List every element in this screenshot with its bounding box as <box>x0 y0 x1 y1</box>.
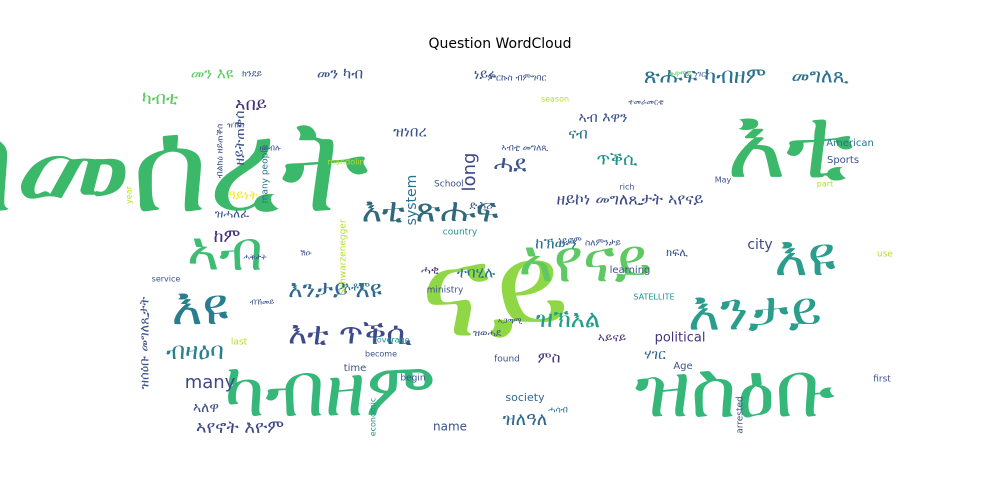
word-91: ዝዀነ <box>227 121 245 130</box>
word-54: coverage <box>372 336 409 345</box>
word-85: ብልክዕ ዘይጠቕሰ <box>216 124 226 179</box>
word-83: ኣበይ <box>235 94 267 115</box>
word-52: begin <box>400 374 425 384</box>
word-86: ዝሰዕቡ መግለጺታት <box>138 297 153 390</box>
word-67: ናብ <box>568 125 588 143</box>
word-77: ኣጋጣሚ <box>498 317 523 326</box>
word-37: society <box>505 391 545 404</box>
word-42: learning <box>610 265 651 276</box>
word-23: ከም <box>214 226 241 247</box>
word-76: ኣለዋ <box>193 400 219 416</box>
word-11: እቲ ጥቕሲ <box>288 314 412 352</box>
word-70: እቶም <box>344 280 370 294</box>
word-64: year <box>125 185 134 204</box>
word-75: ሓሳብ <box>548 406 568 416</box>
word-4: ዝስዕቡ <box>635 345 836 435</box>
word-81: ነይሮም <box>558 237 582 247</box>
word-13: ብዛዕባ <box>166 337 224 365</box>
word-28: መን ካብ <box>317 65 363 83</box>
word-57: use <box>877 250 893 260</box>
word-40: Sports <box>827 155 859 166</box>
word-59: service <box>152 275 181 284</box>
word-34: long <box>459 153 480 192</box>
word-78: ነገር <box>694 70 706 79</box>
word-45: country <box>443 228 478 238</box>
word-24: ጥቕሲ <box>596 149 638 170</box>
word-53: become <box>365 350 397 359</box>
word-72: ዝወሓደ <box>473 328 502 339</box>
word-89: ክንደይ <box>242 70 262 80</box>
word-5: ኣየናይ <box>518 227 651 297</box>
word-68: ከኽውን <box>535 235 577 253</box>
word-26: ሃገር <box>644 347 666 363</box>
word-20: ዝለዓለ <box>503 409 548 430</box>
word-73: ኣብቲ መግለጺ <box>501 144 549 154</box>
word-15: ሓደ <box>494 150 527 178</box>
word-41: American <box>826 138 874 149</box>
word-25: ምስ <box>538 349 561 367</box>
word-63: May <box>715 176 732 185</box>
word-8: ኣብ <box>187 219 263 283</box>
word-65: ዝሓለፈ <box>215 207 249 221</box>
word-21: many <box>185 372 236 393</box>
word-43: School <box>434 180 464 190</box>
word-35: political <box>655 331 706 346</box>
word-33: system <box>404 175 420 226</box>
word-32: city <box>747 237 772 253</box>
word-48: many people <box>261 144 271 203</box>
word-62: rich <box>620 183 635 192</box>
word-19: ኣየኖት እዮም <box>196 417 284 438</box>
word-80: ስለምንታይ <box>585 239 621 249</box>
word-44: ministry <box>427 286 464 296</box>
word-2: ናይ <box>421 215 570 367</box>
word-51: mandolin <box>327 158 364 167</box>
word-22: ካብቲ <box>142 88 178 109</box>
word-74: ኣይናይ <box>598 331 626 345</box>
word-82: ድሕሪ <box>469 199 492 212</box>
word-90: ዘይብሉ <box>259 144 281 153</box>
word-27: መን እዩ <box>191 65 234 83</box>
word-9: እዩ <box>172 277 229 337</box>
word-60: season <box>541 95 569 104</box>
word-6: እዩ <box>774 224 835 289</box>
word-16: ጽሑፍ ካብዘም <box>644 64 766 89</box>
word-69: ተባሂሉ <box>457 264 495 282</box>
word-12: እንታይ እዩ <box>288 275 381 303</box>
word-84: ዘይትጠቀሰ <box>232 111 248 166</box>
word-50: economic <box>369 398 378 437</box>
chart-title: Question WordCloud <box>428 36 572 52</box>
word-93: ሓቅታት <box>243 253 267 262</box>
word-61: part <box>817 180 833 189</box>
word-46: SATELLITE <box>633 293 674 302</box>
word-3: ካብዘም <box>224 346 435 434</box>
word-29: ነይሩ <box>474 67 496 83</box>
word-0: ብመሰረት <box>0 90 369 242</box>
word-92: ብኸመይ <box>250 298 275 307</box>
word-18: ዘይኮነ መግለጺታት ኣየናይ <box>557 190 704 209</box>
word-71: ሓቂ <box>421 263 439 277</box>
word-49: arrested <box>736 396 746 434</box>
word-10: እቲ ጽሑፍ <box>362 191 499 231</box>
word-87: ቀዳማይ <box>669 70 692 79</box>
word-30: ዝነበረ <box>393 123 427 141</box>
word-38: Age <box>673 361 692 372</box>
word-47: Schwarzenegger <box>339 219 349 294</box>
word-94: ተመራመርቲ <box>628 98 664 107</box>
word-66: ዓይነት <box>228 189 258 204</box>
word-17: መግለጺ <box>791 64 848 88</box>
word-56: first <box>873 375 891 385</box>
word-79: ክፍሊ <box>666 246 688 259</box>
word-95: ሽዑ <box>300 249 311 258</box>
word-55: found <box>494 355 520 365</box>
word-1: እቲ <box>727 84 854 201</box>
word-7: እንታይ <box>688 280 822 343</box>
word-39: time <box>344 363 367 374</box>
word-31: ኣብ እዋን <box>578 110 627 126</box>
word-14: ዝኽእል <box>536 305 600 333</box>
word-58: last <box>231 338 248 348</box>
word-88: ምርኩስ ብምግባር <box>488 74 547 84</box>
word-36: name <box>433 420 467 434</box>
